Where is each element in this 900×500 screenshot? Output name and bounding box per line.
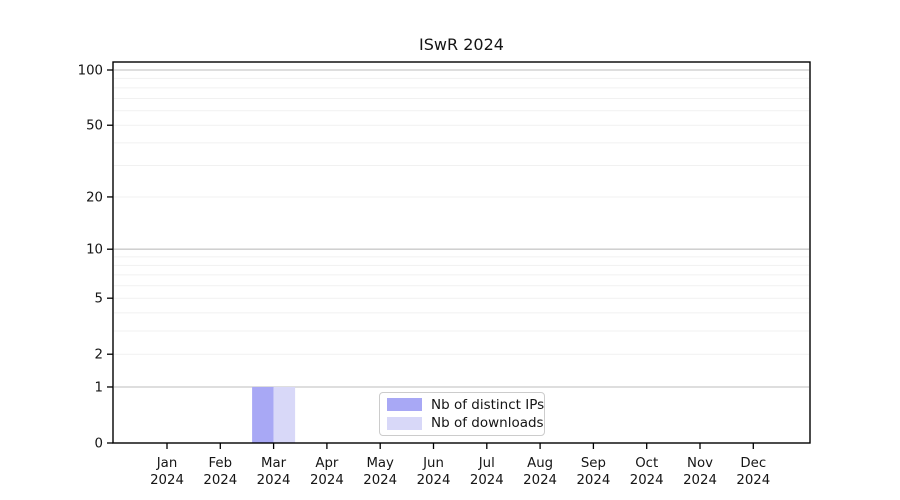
x-tick-label-month: Mar [261, 456, 287, 471]
y-tick-label: 100 [78, 64, 103, 79]
legend-label-downloads: Nb of downloads [431, 415, 544, 432]
y-tick-label: 20 [86, 190, 103, 205]
y-tick-label: 1 [95, 380, 103, 395]
x-tick-label-year: 2024 [576, 473, 610, 488]
y-tick-label: 0 [95, 437, 103, 452]
legend-swatch-downloads-icon [387, 416, 422, 430]
y-tick-label: 5 [95, 292, 103, 307]
axes-spines [112, 61, 811, 444]
bar-distinct-ips [252, 386, 274, 443]
x-tick-label-year: 2024 [470, 473, 504, 488]
x-tick-label-year: 2024 [736, 473, 770, 488]
x-tick-label-month: Jun [422, 456, 444, 471]
y-tick-label: 2 [95, 348, 103, 363]
x-tick-label-year: 2024 [683, 473, 717, 488]
x-tick-label-year: 2024 [310, 473, 344, 488]
legend-item-distinct-ips: Nb of distinct IPs [387, 396, 544, 413]
chart-title: ISwR 2024 [419, 35, 504, 54]
bar-downloads [273, 386, 296, 443]
x-tick-label-month: Nov [687, 456, 713, 471]
x-tick-label-month: May [366, 456, 394, 471]
x-tick-label-month: Feb [209, 456, 233, 471]
y-tick-label: 10 [86, 243, 103, 258]
x-tick-label-year: 2024 [257, 473, 291, 488]
x-tick-label-month: Aug [527, 456, 553, 471]
x-tick-label-month: Oct [635, 456, 658, 471]
legend-label-distinct-ips: Nb of distinct IPs [431, 396, 545, 413]
x-tick-label-year: 2024 [630, 473, 664, 488]
x-tick-label-year: 2024 [150, 473, 184, 488]
legend: Nb of distinct IPs Nb of downloads [379, 392, 545, 436]
legend-item-downloads: Nb of downloads [387, 415, 544, 432]
x-tick-label-month: Dec [740, 456, 766, 471]
x-tick-label-month: Jul [478, 456, 495, 471]
x-tick-label-year: 2024 [417, 473, 451, 488]
legend-swatch-distinct-ips-icon [387, 398, 422, 412]
x-tick-label-month: Sep [581, 456, 606, 471]
x-tick-label-year: 2024 [523, 473, 557, 488]
x-tick-label-month: Apr [315, 456, 339, 471]
x-tick-label-month: Jan [156, 456, 178, 471]
x-tick-label-year: 2024 [363, 473, 397, 488]
x-tick-label-year: 2024 [203, 473, 237, 488]
y-tick-label: 50 [86, 119, 103, 134]
